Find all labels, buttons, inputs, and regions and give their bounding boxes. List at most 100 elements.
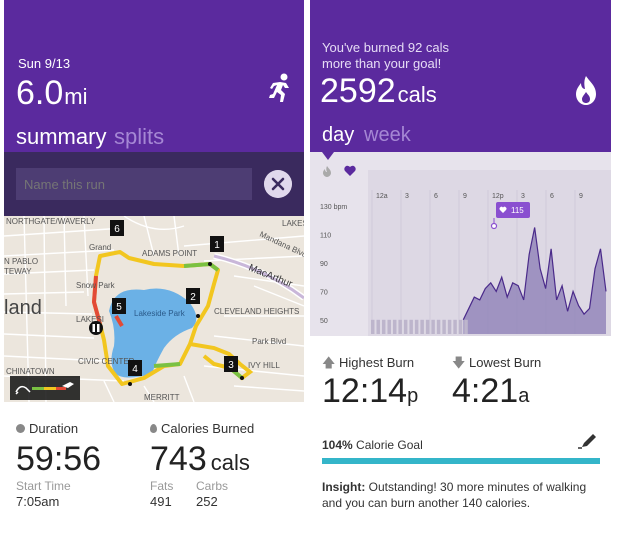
total-calories-unit: cals (397, 82, 437, 107)
street-grid (4, 216, 304, 402)
fats-value: 491 (150, 494, 172, 509)
highest-burn-label-row: 🡅 Highest Burn (322, 354, 414, 376)
resting-bar (453, 319, 457, 334)
resting-bar (371, 319, 375, 334)
flame-filter-icon[interactable] (323, 166, 331, 177)
close-icon[interactable] (264, 170, 292, 198)
y-tick-label: 90 (320, 261, 328, 268)
resting-bar (464, 319, 468, 334)
goal-message-line2: more than your goal! (322, 56, 442, 71)
map-label-snow-park: Snow Park (76, 281, 116, 290)
carbs-label: Carbs (196, 479, 229, 493)
total-calories-value: 2592 (320, 72, 396, 110)
resting-bar (436, 319, 441, 334)
goal-message: You've burned 92 cals more than your goa… (322, 40, 522, 72)
runner-icon (269, 73, 289, 102)
highest-burn-suffix: p (407, 385, 419, 407)
map-label-adams-point: ADAMS POINT (142, 249, 197, 258)
resting-bar (409, 319, 413, 334)
route-marker-6[interactable]: 6 (110, 220, 124, 236)
route-map[interactable]: NORTHGATE/WAVERLY LAKES Grand ADAMS POIN… (4, 216, 304, 402)
resting-bar (387, 319, 391, 334)
x-tick-label: 12a (376, 193, 388, 200)
resting-bar (447, 319, 452, 334)
calories-value-row: 743 cals (150, 440, 250, 479)
clock-icon (16, 424, 25, 433)
route-marker-4[interactable]: 4 (128, 360, 142, 386)
distance-unit: mi (64, 84, 88, 109)
map-label-land: land (4, 297, 42, 319)
heart-filter-icon[interactable] (344, 165, 356, 176)
x-tick-label: 12p (492, 193, 504, 200)
x-tick-label: 9 (579, 193, 583, 200)
calories-unit: cals (210, 450, 250, 475)
resting-bar (458, 319, 463, 334)
map-label-cleveland-heights: CLEVELAND HEIGHTS (214, 307, 299, 316)
highest-burn-label: Highest Burn (339, 355, 415, 370)
duration-label: Duration (29, 421, 79, 436)
route-marker-3[interactable]: 3 (224, 356, 244, 380)
chart-filter-icons[interactable] (323, 165, 356, 177)
calories-panel: You've burned 92 cals more than your goa… (310, 0, 611, 545)
peak-callout: 115 (490, 202, 530, 230)
route-marker-2[interactable]: 2 (186, 288, 200, 318)
insight-text: Outstanding! 30 more minutes of walking … (322, 480, 587, 510)
edit-pencil-icon[interactable] (578, 433, 598, 449)
tab-summary[interactable]: summary (16, 124, 107, 149)
peak-callout-value: 115 (511, 206, 524, 215)
x-tick-label: 3 (405, 193, 409, 200)
heart-rate-line (462, 227, 607, 321)
lowest-burn-label-row: 🡇 Lowest Burn (452, 354, 541, 376)
lowest-burn-suffix: a (518, 385, 530, 407)
carbs-value: 252 (196, 494, 218, 509)
goal-label: Calorie Goal (356, 438, 423, 452)
calories-label: Calories Burned (161, 421, 255, 436)
name-run-input[interactable] (16, 168, 252, 200)
arrow-down-icon: 🡇 (452, 355, 466, 370)
run-distance: 6.0mi (16, 74, 87, 113)
svg-text:6: 6 (114, 224, 120, 235)
tab-week[interactable]: week (364, 124, 411, 146)
y-tick-label: 110 (320, 233, 331, 240)
highest-burn-value: 12:14 (322, 372, 408, 410)
route-marker-1[interactable]: 1 (208, 236, 224, 266)
route-marker-5[interactable]: 5 (112, 298, 126, 314)
resting-bar (442, 319, 446, 334)
resting-bar (420, 319, 424, 334)
map-label-grand: Grand (89, 243, 111, 252)
goal-percent: 104% (322, 438, 353, 452)
y-tick-label: 130 bpm (320, 204, 347, 211)
map-label-chinatown: CHINATOWN (6, 367, 55, 376)
resting-bar (392, 319, 397, 334)
run-date: Sun 9/13 (18, 56, 71, 71)
resting-bar (381, 319, 386, 334)
flame-icon (576, 76, 596, 105)
lowest-burn-time: 4:21a (452, 372, 529, 411)
resting-bar (376, 319, 380, 334)
lake (109, 288, 197, 378)
x-tick-label: 6 (434, 193, 438, 200)
resting-bar (398, 319, 402, 334)
speed-legend (10, 376, 80, 400)
lowest-burn-value: 4:21 (452, 372, 519, 410)
map-label-merritt: MERRITT (144, 393, 180, 402)
goal-message-line1: You've burned 92 cals (322, 40, 450, 55)
svg-text:5: 5 (116, 302, 122, 313)
resting-bar (425, 319, 430, 334)
pause-icon (89, 321, 103, 335)
run-header (4, 0, 304, 152)
y-tick-label: 70 (320, 289, 328, 296)
tab-day[interactable]: day (322, 124, 355, 146)
run-summary-panel: Sun 9/13 6.0mi summary splits (4, 0, 304, 545)
map-label-northgate: NORTHGATE/WAVERLY (6, 217, 96, 226)
start-time-value: 7:05am (16, 494, 60, 509)
calories-value: 743 (150, 440, 207, 478)
start-time-label: Start Time (16, 479, 71, 493)
tab-splits[interactable]: splits (114, 124, 165, 149)
insight-label: Insight: (322, 480, 366, 494)
highest-burn-time: 12:14p (322, 372, 418, 411)
svg-text:1: 1 (214, 240, 220, 251)
x-tick-label: 3 (521, 193, 525, 200)
resting-bar (431, 319, 435, 334)
flame-small-icon (150, 424, 157, 433)
